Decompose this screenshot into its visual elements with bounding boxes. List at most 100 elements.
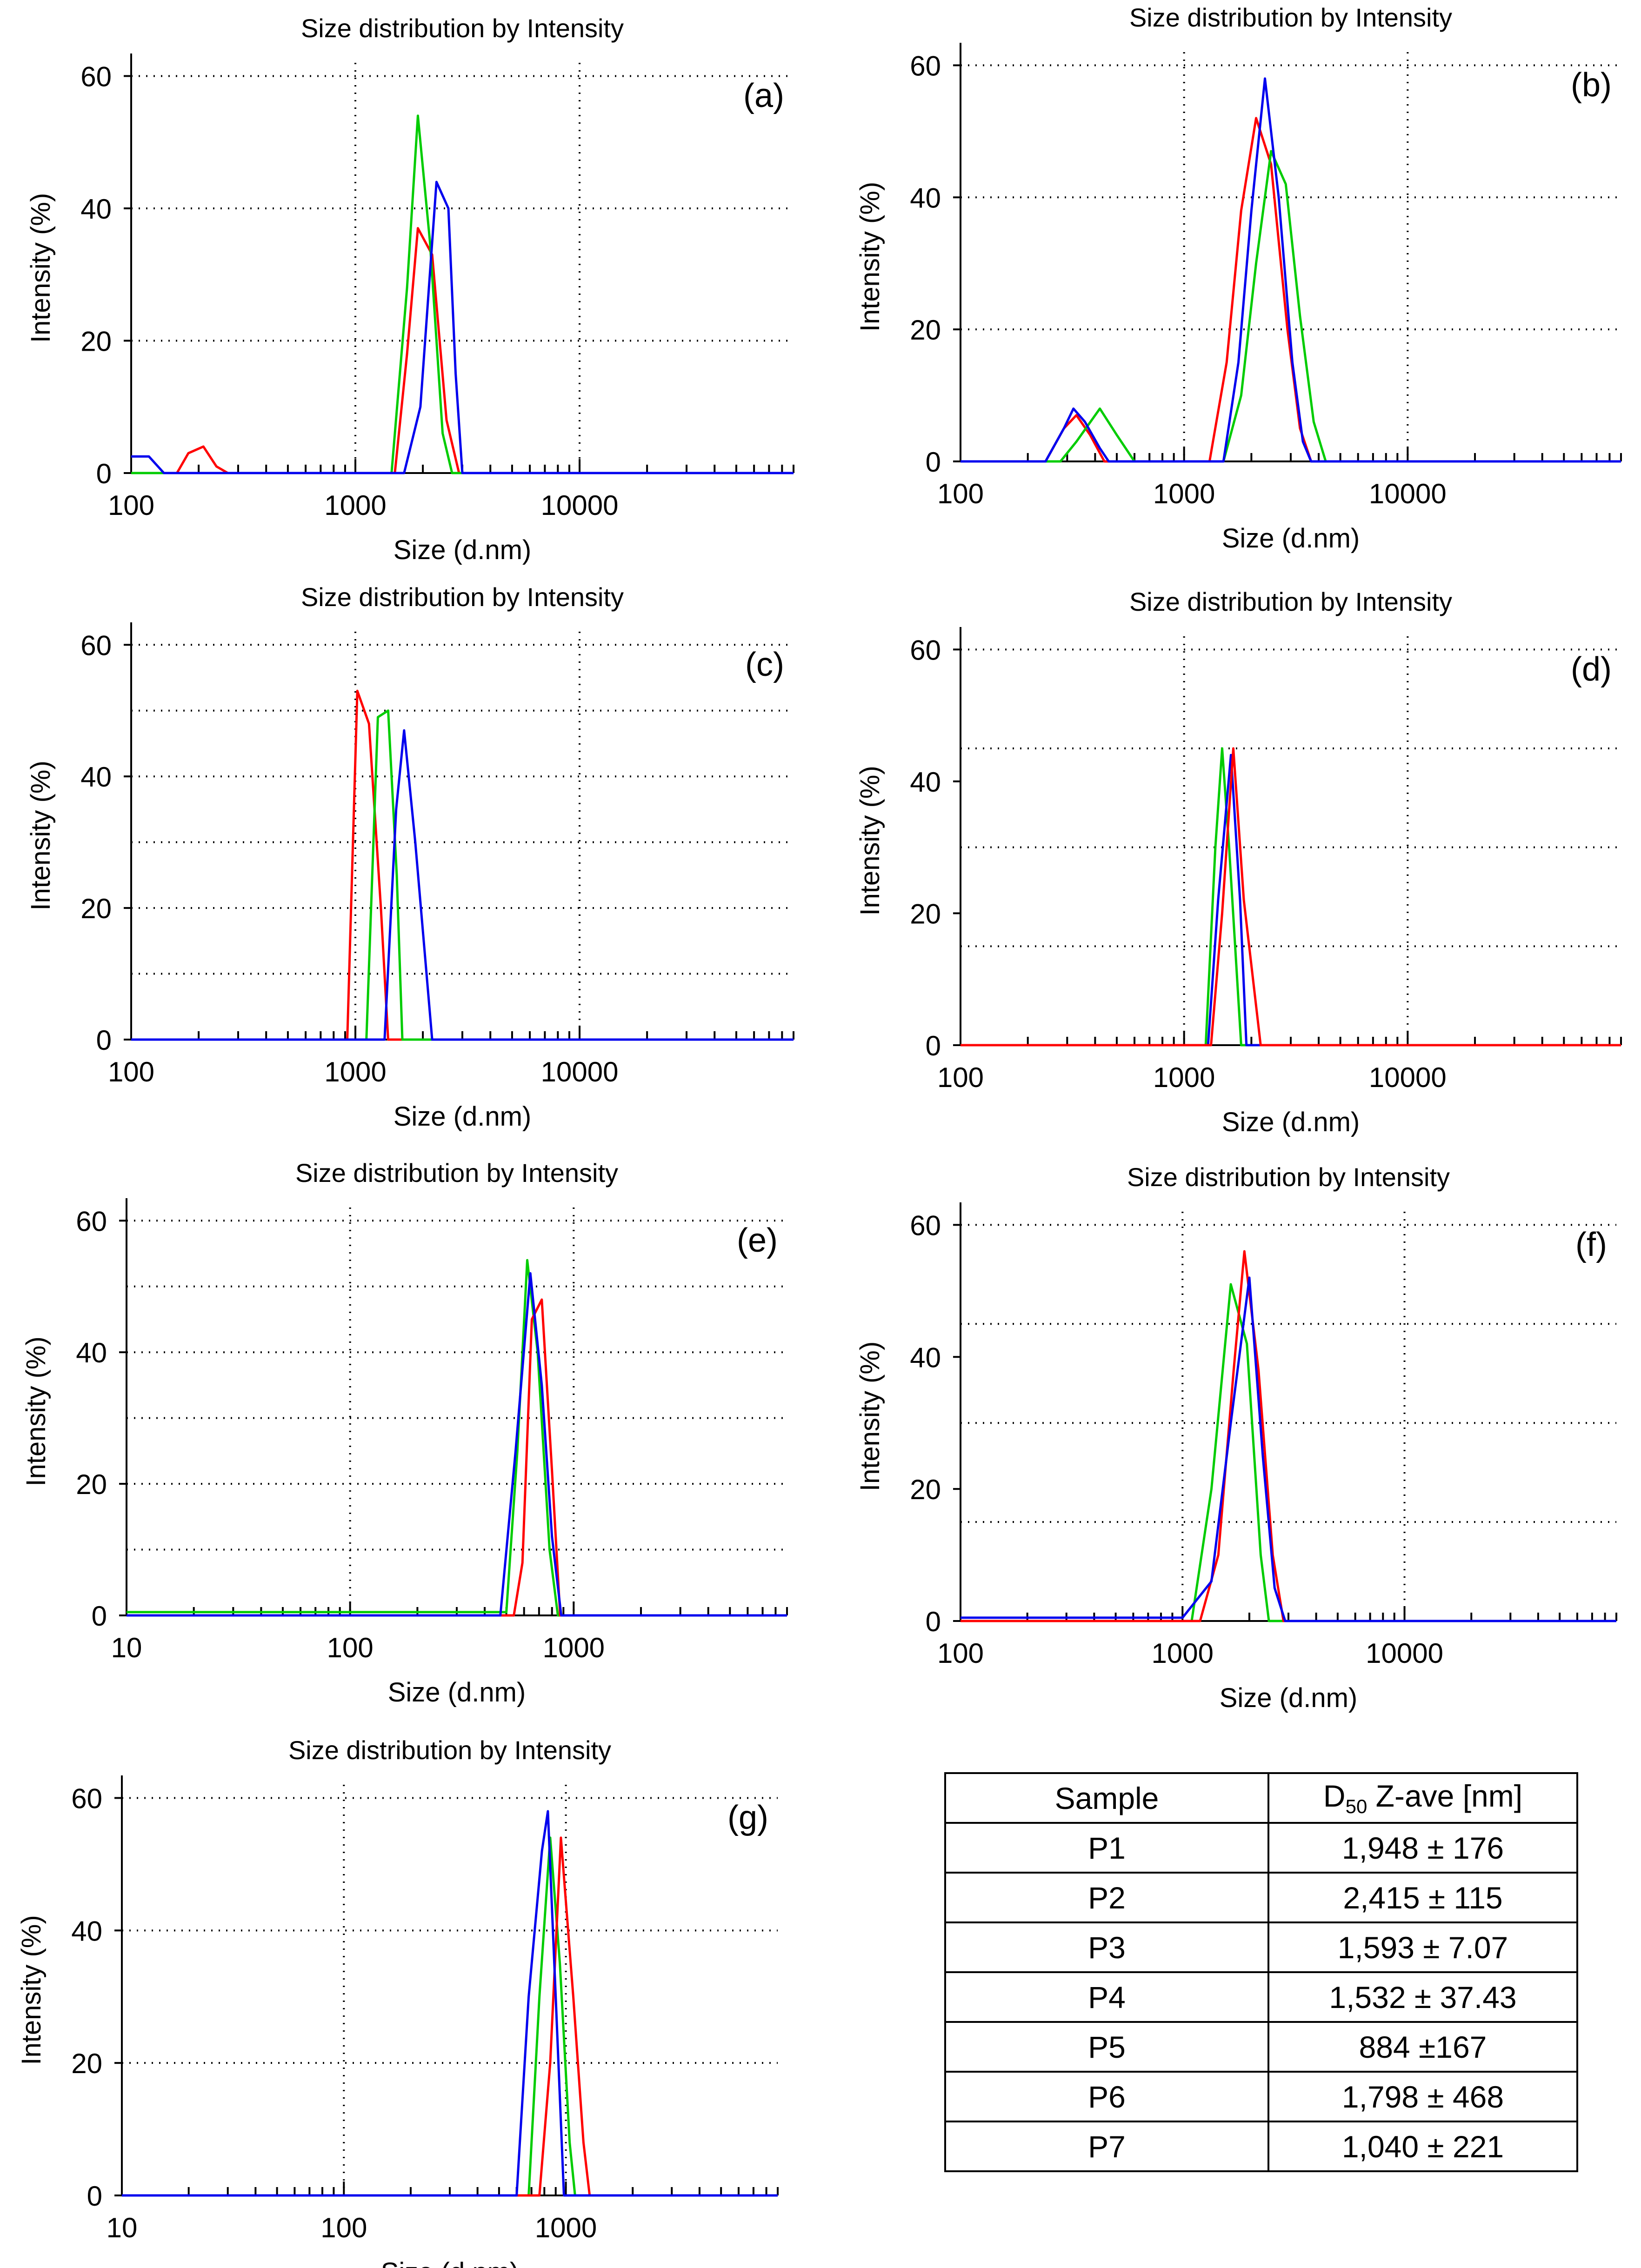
sample-cell: P3	[944, 1921, 1269, 1973]
series-line-blue	[127, 1272, 787, 1617]
x-tick-label: 1000	[543, 1632, 605, 1663]
series-line-red	[961, 747, 1621, 1047]
table-row: P3 1,593 ± 7.07	[944, 1921, 1578, 1973]
table-row: P4 1,532 ± 37.43	[944, 1971, 1578, 2023]
chart-title: Size distribution by Intensity	[295, 1158, 618, 1187]
y-axis-label: Intensity (%)	[26, 760, 56, 910]
y-tick-label: 60	[71, 1783, 102, 1814]
x-tick-label: 100	[320, 2212, 367, 2243]
y-axis-label: Intensity (%)	[855, 1341, 885, 1491]
x-axis-label: Size (d.nm)	[1222, 523, 1360, 554]
x-tick-label: 10000	[1369, 1062, 1447, 1093]
panel-label: (e)	[737, 1222, 778, 1259]
series-line-blue	[961, 77, 1621, 463]
series-line-green	[961, 1283, 1616, 1622]
y-axis-label: Intensity (%)	[855, 182, 885, 332]
sample-cell: P4	[944, 1971, 1269, 2023]
series-line-green	[131, 114, 794, 474]
value-cell: 1,798 ± 468	[1267, 2071, 1578, 2122]
y-tick-label: 60	[80, 630, 112, 661]
y-tick-label: 60	[80, 61, 112, 92]
series-line-blue	[961, 754, 1621, 1047]
x-axis-label: Size (d.nm)	[1220, 1683, 1358, 1713]
x-axis-label: Size (d.nm)	[1222, 1107, 1360, 1137]
chart-panel-d: 0 20 40 60 100 1000 10000 Size distribution by …	[855, 587, 1622, 1137]
x-tick-label: 10000	[1369, 478, 1447, 509]
series-line-green	[127, 1259, 787, 1617]
x-axis-label: Size (d.nm)	[394, 535, 532, 565]
series-line-green	[131, 709, 794, 1041]
y-tick-label: 20	[910, 898, 941, 929]
value-cell: 884 ±167	[1267, 2021, 1578, 2073]
d50-letter: D	[1323, 1779, 1346, 1813]
sample-cell: P2	[944, 1872, 1269, 1923]
x-tick-label: 100	[937, 1638, 984, 1669]
value-cell: 1,948 ± 176	[1267, 1822, 1578, 1874]
y-tick-label: 40	[80, 761, 112, 793]
x-tick-label: 1000	[1153, 478, 1215, 509]
chart-title: Size distribution by Intensity	[1127, 1162, 1450, 1192]
value-cell: 1,040 ± 221	[1267, 2121, 1578, 2172]
value-cell: 1,532 ± 37.43	[1267, 1971, 1578, 2023]
table-header-row: Sample D50 Z-ave [nm]	[944, 1772, 1578, 1824]
series-line-red	[122, 1836, 778, 2197]
y-tick-label: 20	[910, 1474, 941, 1505]
x-tick-label: 10000	[541, 490, 619, 521]
panel-label: (d)	[1571, 651, 1612, 688]
y-tick-label: 0	[926, 1606, 941, 1637]
table-row: P6 1,798 ± 468	[944, 2071, 1578, 2122]
chart-panel-c: 0 20 40 60 100 1000 10000 Size distribution by …	[26, 582, 794, 1132]
y-axis-label: Intensity (%)	[855, 766, 885, 915]
y-tick-label: 0	[92, 1601, 107, 1632]
x-tick-label: 100	[108, 490, 154, 521]
series-line-blue	[122, 1810, 778, 2197]
series-line-blue	[131, 729, 794, 1041]
chart-title: Size distribution by Intensity	[1129, 3, 1452, 32]
y-tick-label: 60	[76, 1206, 107, 1237]
y-tick-label: 40	[910, 182, 941, 213]
sample-cell: P1	[944, 1822, 1269, 1874]
sample-cell: P6	[944, 2071, 1269, 2122]
x-tick-label: 100	[937, 478, 984, 509]
x-tick-label: 100	[327, 1632, 374, 1663]
d50-rest: Z-ave [nm]	[1367, 1779, 1523, 1813]
panel-label: (b)	[1571, 67, 1612, 104]
table-row: P5 884 ±167	[944, 2021, 1578, 2073]
sample-cell: P7	[944, 2121, 1269, 2172]
y-tick-label: 40	[71, 1915, 102, 1947]
y-tick-label: 20	[80, 326, 112, 357]
y-tick-label: 20	[71, 2048, 102, 2079]
chart-panel-f: 0 20 40 60 100 1000 10000 Size distribution by …	[855, 1162, 1617, 1713]
series-line-blue	[961, 1276, 1616, 1622]
y-tick-label: 0	[96, 458, 112, 489]
chart-title: Size distribution by Intensity	[1129, 587, 1452, 616]
series-line-green	[961, 747, 1621, 1047]
y-tick-label: 0	[926, 447, 941, 478]
x-tick-label: 1000	[535, 2212, 597, 2243]
x-tick-label: 10000	[1366, 1638, 1443, 1669]
panel-label: (g)	[727, 1799, 768, 1836]
series-line-green	[122, 1836, 778, 2197]
summary-table: Sample D50 Z-ave [nm] P1 1,948 ± 176 P2 2,…	[944, 1772, 1578, 2172]
chart-panel-a: 0 20 40 60 100 1000 10000 Size distribution by …	[26, 13, 794, 565]
sample-cell: P5	[944, 2021, 1269, 2073]
y-axis-label: Intensity (%)	[26, 193, 56, 343]
y-tick-label: 60	[910, 50, 941, 81]
chart-title: Size distribution by Intensity	[301, 582, 624, 612]
y-tick-label: 40	[76, 1337, 107, 1368]
series-line-red	[961, 1250, 1616, 1622]
y-axis-label: Intensity (%)	[21, 1336, 51, 1486]
x-tick-label: 1000	[324, 490, 386, 521]
series-line-red	[131, 227, 794, 474]
x-tick-label: 10	[111, 1632, 142, 1663]
chart-title: Size distribution by Intensity	[288, 1735, 611, 1765]
table-row: P1 1,948 ± 176	[944, 1822, 1578, 1874]
y-tick-label: 0	[926, 1030, 941, 1061]
y-tick-label: 20	[76, 1469, 107, 1500]
x-tick-label: 100	[108, 1056, 154, 1087]
x-tick-label: 10	[107, 2212, 138, 2243]
chart-panel-b: 0 20 40 60 100 1000 10000 Size distribution by …	[855, 3, 1622, 554]
value-cell: 1,593 ± 7.07	[1267, 1921, 1578, 1973]
y-tick-label: 60	[910, 1210, 941, 1241]
